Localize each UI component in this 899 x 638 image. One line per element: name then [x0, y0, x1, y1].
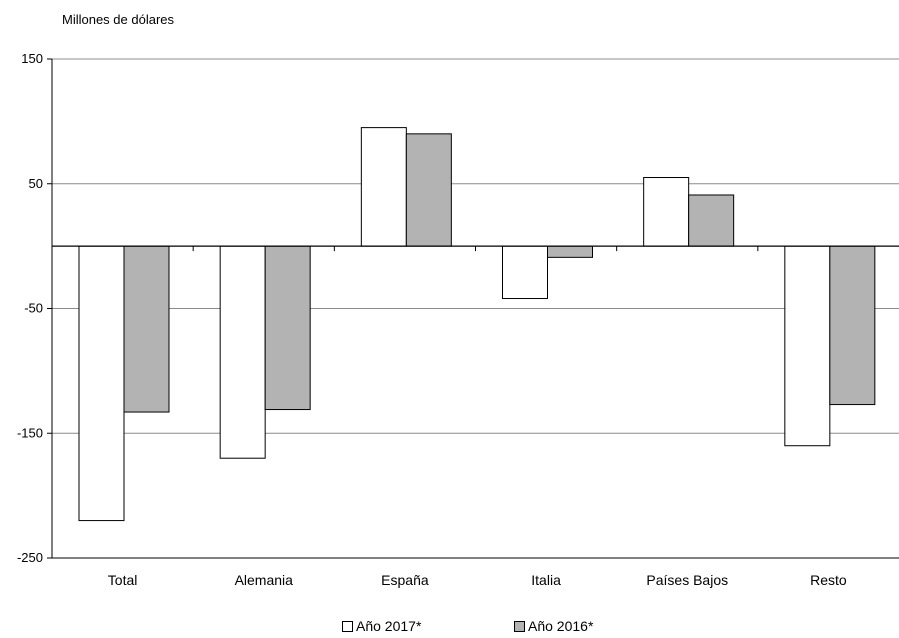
x-tick-label: Resto	[810, 572, 847, 588]
bar-2016	[123, 245, 170, 413]
x-tick-label: Total	[108, 572, 138, 588]
x-tick-label: Alemania	[235, 572, 294, 588]
x-tick-label: España	[381, 572, 429, 588]
bar-2016	[688, 194, 735, 247]
legend-item-2017: Año 2017*	[342, 618, 421, 634]
y-tick-label: 150	[21, 51, 43, 66]
y-tick-label: -50	[24, 301, 43, 316]
y-axis-title: Millones de dólares	[62, 12, 175, 27]
legend-item-2016: Año 2016*	[514, 618, 593, 634]
legend-label-2017: Año 2017*	[356, 618, 422, 634]
y-tick-label: -150	[17, 425, 43, 440]
x-tick-label: Italia	[531, 572, 561, 588]
bar-2017	[643, 177, 690, 247]
legend-swatch-2016	[514, 620, 525, 632]
bar-2016	[547, 245, 593, 258]
bar-2017	[784, 245, 831, 447]
y-tick-label: 50	[29, 176, 43, 191]
legend-swatch-2017	[342, 620, 353, 632]
bar-2016	[829, 245, 876, 406]
x-tick-label: Países Bajos	[646, 572, 728, 588]
bar-2016	[405, 133, 452, 247]
bar-2017	[502, 245, 548, 300]
bar-2017	[219, 245, 266, 459]
bar-2016	[264, 245, 311, 411]
y-tick-label: -250	[17, 550, 43, 565]
legend-label-2016: Año 2016*	[528, 618, 594, 634]
bar-2017	[360, 127, 407, 247]
legend: Año 2017* Año 2016*	[0, 618, 899, 638]
bar-2017	[78, 245, 125, 522]
